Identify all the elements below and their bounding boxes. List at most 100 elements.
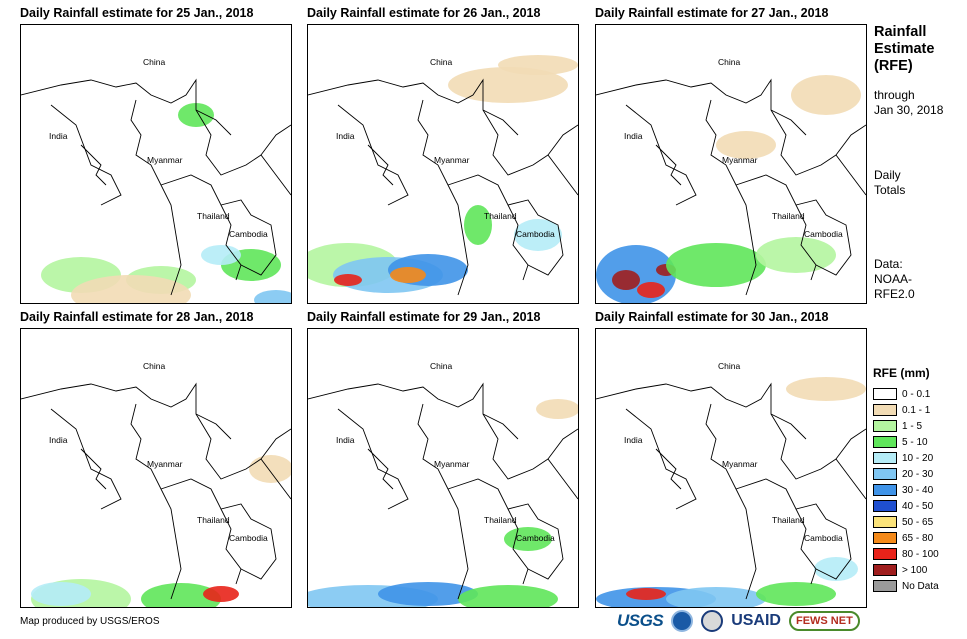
country-border — [625, 104, 697, 206]
rainfall-area — [464, 205, 492, 245]
legend-row: 5 - 10 — [873, 434, 963, 450]
country-border — [220, 508, 242, 585]
rainfall-map — [596, 75, 866, 303]
panel-title: Daily Rainfall estimate for 30 Jan., 201… — [595, 310, 829, 324]
country-border — [835, 428, 866, 460]
legend-row: 30 - 40 — [873, 482, 963, 498]
country-border — [655, 448, 682, 490]
country-border — [770, 413, 866, 500]
place-label-myanmar: Myanmar — [147, 459, 183, 469]
place-label-myanmar: Myanmar — [722, 459, 758, 469]
country-border — [417, 403, 469, 600]
country-border — [160, 174, 277, 276]
rainfall-area — [666, 587, 766, 607]
legend-swatch — [873, 580, 897, 592]
country-border — [835, 124, 866, 156]
place-label-cambodia: Cambodia — [229, 229, 268, 239]
country-border — [795, 204, 817, 281]
place-label-india: India — [49, 435, 68, 445]
rainfall-map — [308, 55, 578, 296]
legend-label: 10 - 20 — [902, 452, 934, 464]
country-border — [195, 109, 291, 196]
rainfall-map — [308, 382, 578, 607]
rainfall-area — [334, 274, 362, 286]
place-label-china: China — [430, 361, 453, 371]
country-border — [447, 478, 564, 580]
country-border — [705, 403, 757, 600]
country-border — [260, 428, 291, 460]
country-border — [447, 174, 564, 276]
place-label-cambodia: Cambodia — [516, 533, 555, 543]
legend-label: 20 - 30 — [902, 468, 934, 480]
place-label-india: India — [336, 131, 355, 141]
country-border — [596, 382, 807, 440]
country-border — [260, 124, 291, 156]
legend-label: No Data — [902, 580, 939, 592]
country-border — [50, 408, 122, 510]
country-border — [367, 144, 394, 186]
map-credit: Map produced by USGS/EROS — [20, 616, 160, 627]
place-label-china: China — [718, 57, 741, 67]
country-border — [482, 109, 578, 196]
place-label-china: China — [718, 361, 741, 371]
country-border — [705, 99, 757, 296]
rainfall-map — [596, 377, 866, 607]
place-label-india: India — [49, 131, 68, 141]
usaid-seal-icon — [701, 610, 724, 632]
legend-swatch — [873, 404, 897, 416]
rainfall-area — [756, 582, 836, 606]
map-frame: China India Myanmar Thailand Cambodia — [20, 328, 292, 608]
legend-label: > 100 — [902, 564, 928, 576]
place-label-cambodia: Cambodia — [516, 229, 555, 239]
legend-title: RFE (mm) — [873, 366, 930, 380]
legend-row: 20 - 30 — [873, 466, 963, 482]
legend-label: 0.1 - 1 — [902, 404, 931, 416]
rainfall-area — [786, 377, 866, 401]
legend-swatch — [873, 436, 897, 448]
place-label-thailand: Thailand — [484, 211, 517, 221]
country-border — [735, 478, 852, 580]
legend-label: 40 - 50 — [902, 500, 934, 512]
rainfall-area — [612, 270, 640, 290]
legend-row: 10 - 20 — [873, 450, 963, 466]
place-label-myanmar: Myanmar — [434, 155, 470, 165]
sidebar-data-source: Data: NOAA- RFE2.0 — [874, 257, 915, 301]
map-frame: China India Myanmar Thailand Cambodia — [595, 328, 867, 608]
map-frame: China India Myanmar Thailand Cambodia — [20, 24, 292, 304]
rainfall-area — [791, 75, 861, 115]
country-border — [337, 104, 409, 206]
country-border — [308, 382, 519, 440]
rainfall-area — [141, 583, 221, 607]
country-border — [308, 78, 519, 136]
legend-swatch — [873, 484, 897, 496]
rainfall-area — [390, 267, 426, 283]
country-border — [735, 174, 852, 276]
country-border — [625, 408, 697, 510]
noaa-logo-icon — [671, 610, 694, 632]
legend-row: 1 - 5 — [873, 418, 963, 434]
usaid-logo: USAID — [731, 612, 781, 629]
legend-row: 40 - 50 — [873, 498, 963, 514]
country-border — [482, 413, 578, 500]
legend-label: 0 - 0.1 — [902, 388, 931, 400]
place-label-thailand: Thailand — [197, 515, 230, 525]
sidebar-through: through Jan 30, 2018 — [874, 88, 944, 117]
country-border — [130, 403, 182, 600]
rainfall-area — [201, 245, 241, 265]
place-label-cambodia: Cambodia — [804, 229, 843, 239]
legend-swatch — [873, 420, 897, 432]
rainfall-area — [448, 67, 568, 103]
legend-swatch — [873, 468, 897, 480]
rainfall-area — [514, 219, 562, 251]
place-label-india: India — [624, 435, 643, 445]
place-label-myanmar: Myanmar — [722, 155, 758, 165]
map-frame: China India Myanmar Thailand Cambodia — [307, 24, 579, 304]
legend-label: 80 - 100 — [902, 548, 939, 560]
rainfall-area — [203, 586, 239, 602]
country-border — [337, 408, 409, 510]
rainfall-area — [71, 275, 191, 303]
country-border — [596, 78, 807, 136]
map-frame: China India Myanmar Thailand Cambodia — [307, 328, 579, 608]
place-label-thailand: Thailand — [772, 515, 805, 525]
place-label-cambodia: Cambodia — [229, 533, 268, 543]
